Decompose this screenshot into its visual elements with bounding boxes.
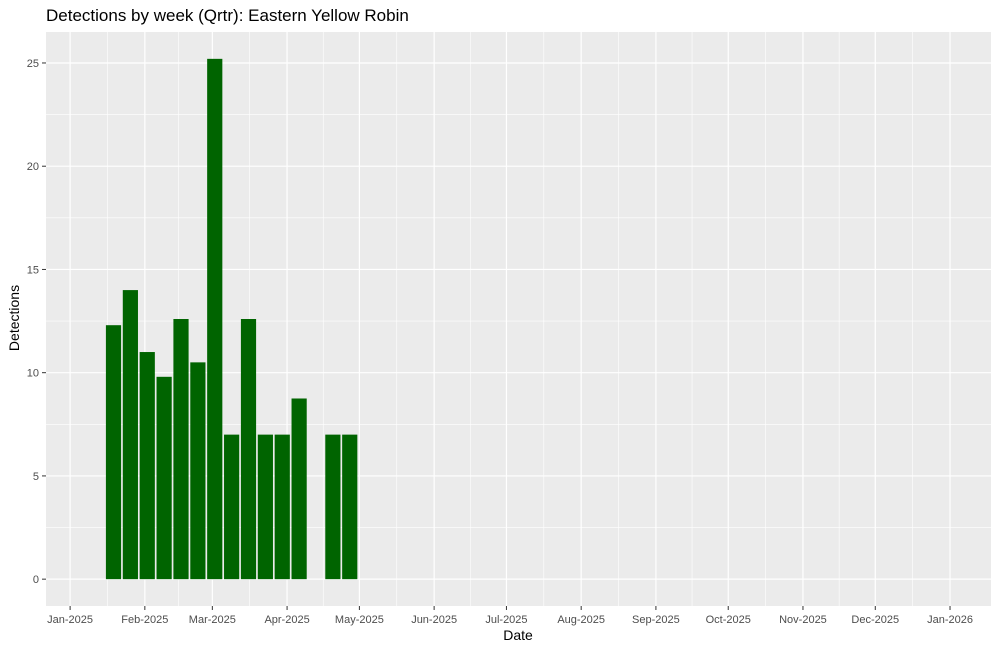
bar <box>257 434 273 580</box>
x-tick-label: Aug-2025 <box>557 614 605 626</box>
chart-title: Detections by week (Qrtr): Eastern Yello… <box>46 6 409 25</box>
y-axis-label: Detections <box>6 285 22 351</box>
bar <box>156 376 172 580</box>
bar <box>190 362 206 580</box>
bar <box>342 434 358 580</box>
y-tick-label: 15 <box>27 264 39 276</box>
bar <box>105 325 122 580</box>
y-tick-label: 10 <box>27 368 39 380</box>
bar <box>207 58 223 580</box>
x-tick-label: Oct-2025 <box>706 614 751 626</box>
bars <box>105 58 358 580</box>
x-tick-label: Mar-2025 <box>189 614 236 626</box>
x-tick-label: Apr-2025 <box>264 614 309 626</box>
x-tick-label: Nov-2025 <box>779 614 827 626</box>
bar <box>139 352 155 580</box>
y-tick-label: 5 <box>33 471 39 483</box>
x-tick-label: Jan-2025 <box>47 614 93 626</box>
bar <box>325 434 341 580</box>
bar <box>122 290 138 580</box>
x-tick-label: Feb-2025 <box>121 614 168 626</box>
x-tick-label: Sep-2025 <box>632 614 680 626</box>
y-tick-label: 25 <box>27 58 39 70</box>
x-tick-label: Dec-2025 <box>851 614 899 626</box>
x-tick-label: Jan-2026 <box>927 614 973 626</box>
bar <box>274 434 290 580</box>
bar <box>291 398 307 580</box>
y-axis-ticks: 0 5 10 15 20 25 <box>27 58 46 586</box>
y-tick-label: 20 <box>27 161 39 173</box>
bar <box>240 319 257 580</box>
bar <box>224 434 240 580</box>
bar <box>173 319 189 580</box>
x-axis-ticks: Jan-2025 Feb-2025 Mar-2025 Apr-2025 May-2025… <box>47 606 973 626</box>
x-tick-label: May-2025 <box>335 614 384 626</box>
x-tick-label: Jul-2025 <box>485 614 527 626</box>
x-axis-label: Date <box>503 627 533 643</box>
y-tick-label: 0 <box>33 574 39 586</box>
x-tick-label: Jun-2025 <box>411 614 457 626</box>
